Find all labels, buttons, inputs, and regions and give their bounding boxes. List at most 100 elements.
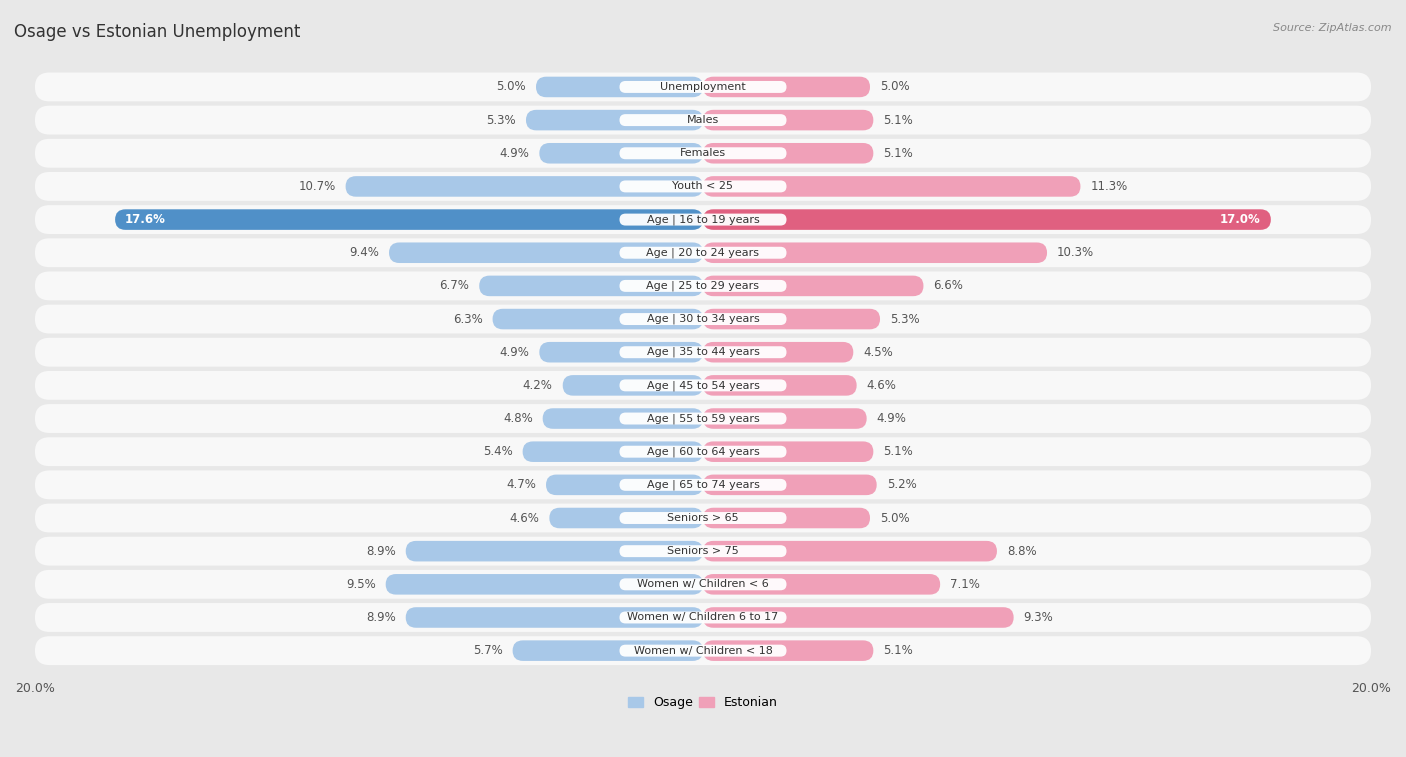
Text: Females: Females bbox=[681, 148, 725, 158]
FancyBboxPatch shape bbox=[550, 508, 703, 528]
FancyBboxPatch shape bbox=[620, 612, 786, 624]
FancyBboxPatch shape bbox=[35, 238, 1371, 267]
Text: 5.0%: 5.0% bbox=[880, 80, 910, 93]
Text: Unemployment: Unemployment bbox=[661, 82, 745, 92]
FancyBboxPatch shape bbox=[35, 438, 1371, 466]
FancyBboxPatch shape bbox=[35, 73, 1371, 101]
FancyBboxPatch shape bbox=[35, 404, 1371, 433]
FancyBboxPatch shape bbox=[620, 114, 786, 126]
FancyBboxPatch shape bbox=[620, 413, 786, 425]
FancyBboxPatch shape bbox=[523, 441, 703, 462]
FancyBboxPatch shape bbox=[385, 574, 703, 594]
FancyBboxPatch shape bbox=[543, 408, 703, 428]
FancyBboxPatch shape bbox=[620, 479, 786, 491]
Text: 6.3%: 6.3% bbox=[453, 313, 482, 326]
FancyBboxPatch shape bbox=[703, 176, 1080, 197]
Text: 6.7%: 6.7% bbox=[439, 279, 470, 292]
Text: Seniors > 75: Seniors > 75 bbox=[666, 546, 740, 556]
Text: 4.5%: 4.5% bbox=[863, 346, 893, 359]
FancyBboxPatch shape bbox=[35, 603, 1371, 632]
Text: 8.8%: 8.8% bbox=[1007, 545, 1036, 558]
Text: 5.1%: 5.1% bbox=[883, 147, 912, 160]
Text: 5.2%: 5.2% bbox=[887, 478, 917, 491]
Text: Males: Males bbox=[688, 115, 718, 125]
Text: 5.0%: 5.0% bbox=[880, 512, 910, 525]
FancyBboxPatch shape bbox=[703, 110, 873, 130]
FancyBboxPatch shape bbox=[703, 408, 866, 428]
FancyBboxPatch shape bbox=[620, 247, 786, 259]
Text: Age | 60 to 64 years: Age | 60 to 64 years bbox=[647, 447, 759, 457]
Text: Youth < 25: Youth < 25 bbox=[672, 182, 734, 192]
FancyBboxPatch shape bbox=[703, 607, 1014, 628]
Text: 5.1%: 5.1% bbox=[883, 445, 912, 458]
FancyBboxPatch shape bbox=[406, 541, 703, 562]
FancyBboxPatch shape bbox=[703, 242, 1047, 263]
FancyBboxPatch shape bbox=[35, 570, 1371, 599]
FancyBboxPatch shape bbox=[703, 342, 853, 363]
FancyBboxPatch shape bbox=[389, 242, 703, 263]
FancyBboxPatch shape bbox=[540, 342, 703, 363]
Text: 17.6%: 17.6% bbox=[125, 213, 166, 226]
Text: 4.8%: 4.8% bbox=[503, 412, 533, 425]
FancyBboxPatch shape bbox=[703, 209, 1271, 230]
Text: Age | 45 to 54 years: Age | 45 to 54 years bbox=[647, 380, 759, 391]
Text: 5.7%: 5.7% bbox=[472, 644, 502, 657]
FancyBboxPatch shape bbox=[546, 475, 703, 495]
FancyBboxPatch shape bbox=[703, 76, 870, 97]
FancyBboxPatch shape bbox=[620, 280, 786, 292]
Text: Age | 16 to 19 years: Age | 16 to 19 years bbox=[647, 214, 759, 225]
Text: 10.7%: 10.7% bbox=[298, 180, 336, 193]
FancyBboxPatch shape bbox=[346, 176, 703, 197]
FancyBboxPatch shape bbox=[536, 76, 703, 97]
Text: 9.3%: 9.3% bbox=[1024, 611, 1053, 624]
FancyBboxPatch shape bbox=[35, 371, 1371, 400]
Text: 4.6%: 4.6% bbox=[866, 378, 897, 392]
Text: 5.4%: 5.4% bbox=[482, 445, 513, 458]
FancyBboxPatch shape bbox=[620, 578, 786, 590]
FancyBboxPatch shape bbox=[526, 110, 703, 130]
Text: 7.1%: 7.1% bbox=[950, 578, 980, 590]
Legend: Osage, Estonian: Osage, Estonian bbox=[623, 691, 783, 714]
Text: 5.3%: 5.3% bbox=[890, 313, 920, 326]
FancyBboxPatch shape bbox=[703, 276, 924, 296]
Text: Age | 55 to 59 years: Age | 55 to 59 years bbox=[647, 413, 759, 424]
Text: 5.3%: 5.3% bbox=[486, 114, 516, 126]
Text: Age | 35 to 44 years: Age | 35 to 44 years bbox=[647, 347, 759, 357]
FancyBboxPatch shape bbox=[115, 209, 703, 230]
Text: Osage vs Estonian Unemployment: Osage vs Estonian Unemployment bbox=[14, 23, 301, 41]
Text: Age | 20 to 24 years: Age | 20 to 24 years bbox=[647, 248, 759, 258]
FancyBboxPatch shape bbox=[703, 640, 873, 661]
Text: 4.9%: 4.9% bbox=[499, 346, 529, 359]
FancyBboxPatch shape bbox=[703, 441, 873, 462]
FancyBboxPatch shape bbox=[620, 213, 786, 226]
Text: 5.1%: 5.1% bbox=[883, 114, 912, 126]
Text: 4.9%: 4.9% bbox=[877, 412, 907, 425]
FancyBboxPatch shape bbox=[620, 180, 786, 192]
Text: Age | 30 to 34 years: Age | 30 to 34 years bbox=[647, 314, 759, 324]
FancyBboxPatch shape bbox=[35, 636, 1371, 665]
Text: 4.7%: 4.7% bbox=[506, 478, 536, 491]
Text: Women w/ Children < 6: Women w/ Children < 6 bbox=[637, 579, 769, 589]
FancyBboxPatch shape bbox=[540, 143, 703, 164]
FancyBboxPatch shape bbox=[703, 541, 997, 562]
Text: 9.5%: 9.5% bbox=[346, 578, 375, 590]
FancyBboxPatch shape bbox=[620, 512, 786, 524]
Text: 4.2%: 4.2% bbox=[523, 378, 553, 392]
FancyBboxPatch shape bbox=[703, 574, 941, 594]
Text: Age | 65 to 74 years: Age | 65 to 74 years bbox=[647, 480, 759, 490]
FancyBboxPatch shape bbox=[620, 545, 786, 557]
Text: 8.9%: 8.9% bbox=[366, 545, 395, 558]
Text: Age | 25 to 29 years: Age | 25 to 29 years bbox=[647, 281, 759, 291]
FancyBboxPatch shape bbox=[406, 607, 703, 628]
FancyBboxPatch shape bbox=[35, 172, 1371, 201]
FancyBboxPatch shape bbox=[35, 139, 1371, 168]
FancyBboxPatch shape bbox=[620, 379, 786, 391]
Text: Women w/ Children 6 to 17: Women w/ Children 6 to 17 bbox=[627, 612, 779, 622]
Text: 8.9%: 8.9% bbox=[366, 611, 395, 624]
Text: 4.6%: 4.6% bbox=[509, 512, 540, 525]
FancyBboxPatch shape bbox=[35, 338, 1371, 366]
Text: 10.3%: 10.3% bbox=[1057, 246, 1094, 259]
FancyBboxPatch shape bbox=[620, 346, 786, 358]
FancyBboxPatch shape bbox=[620, 81, 786, 93]
Text: 17.0%: 17.0% bbox=[1220, 213, 1261, 226]
